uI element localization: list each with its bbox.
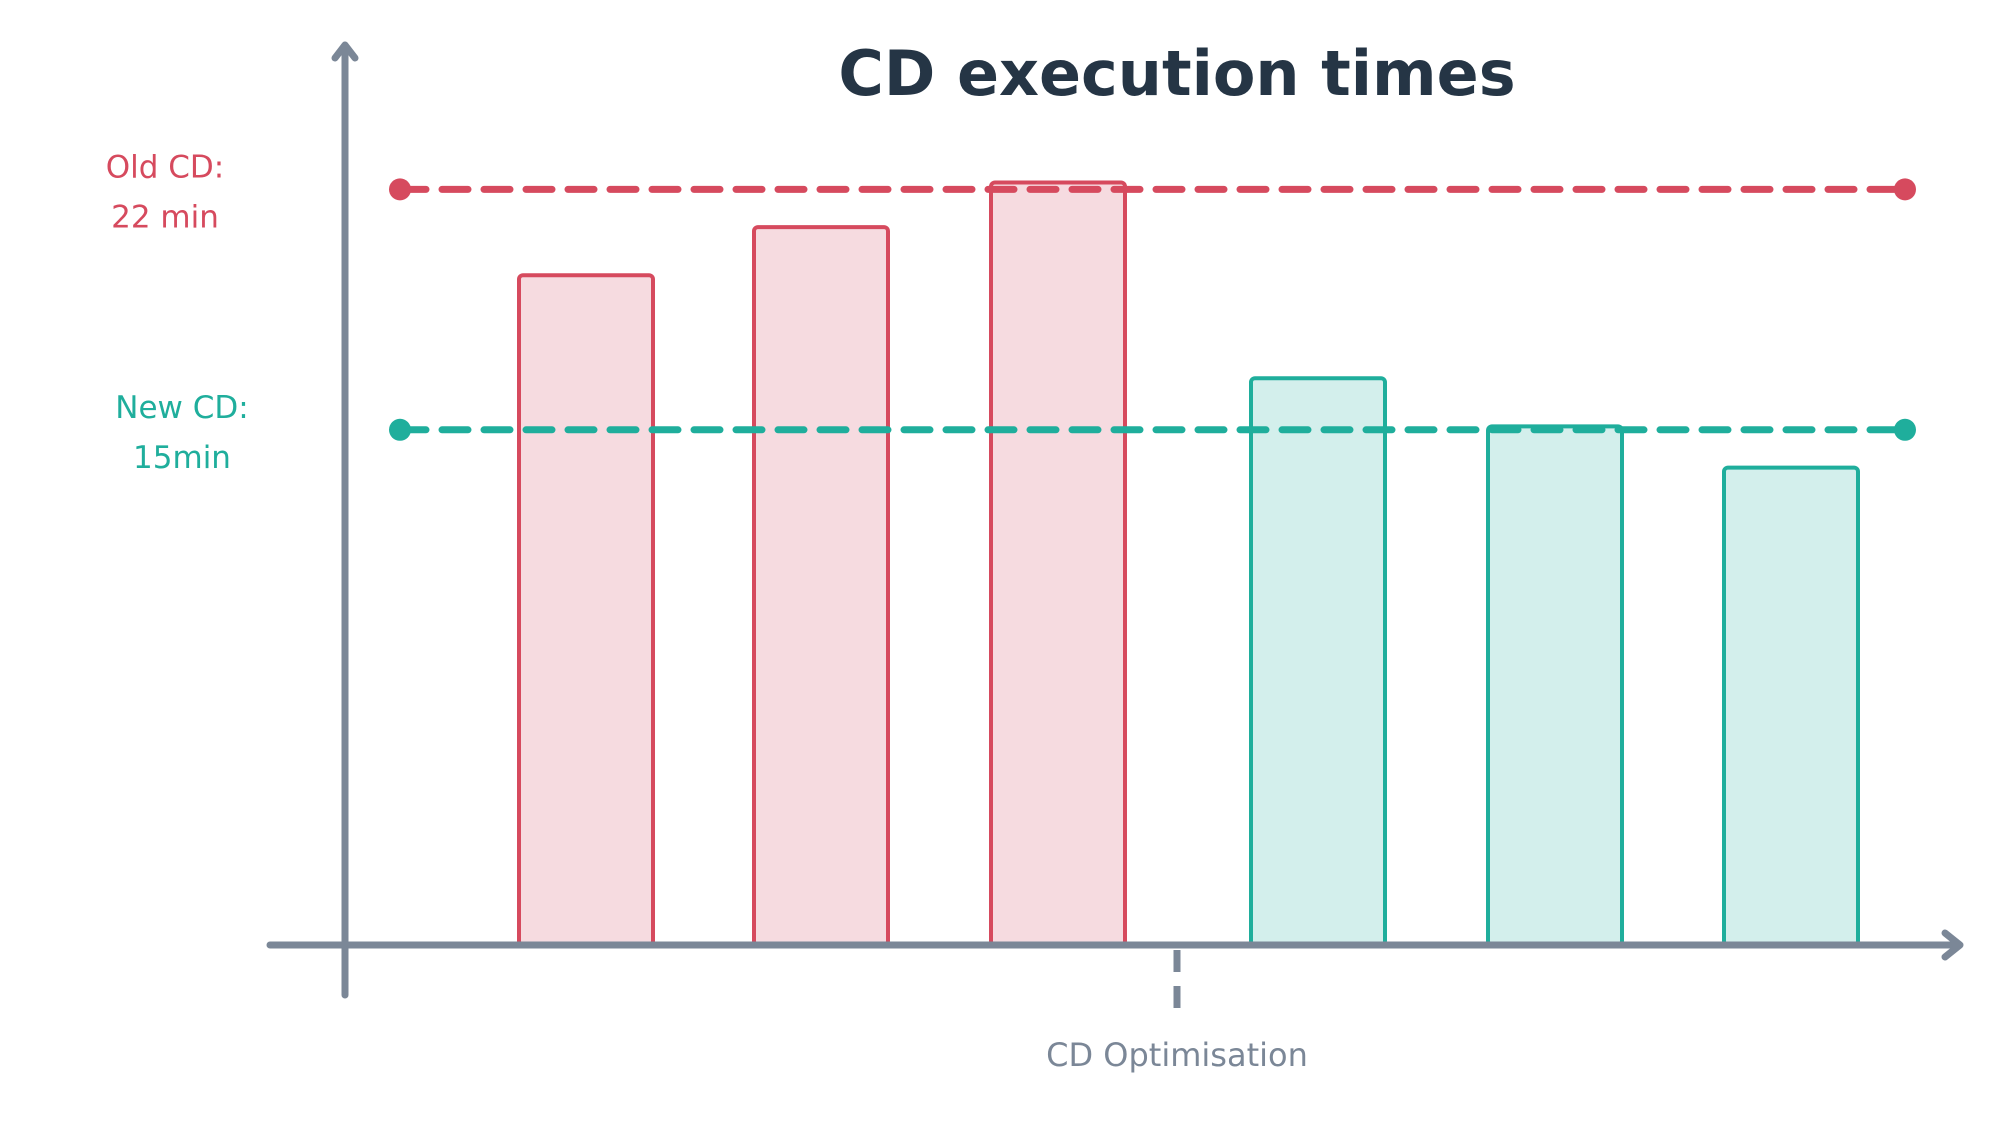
old-cd-reference-dot-start <box>389 178 411 201</box>
bar-6 <box>1722 465 1860 947</box>
new-cd-label-line2: 15min <box>133 440 231 476</box>
x-marker-layer: CD Optimisation <box>1046 950 1308 1074</box>
old-cd-reference-dot-end <box>1894 178 1916 201</box>
bar-3 <box>989 180 1127 947</box>
reference-lines-layer: Old CD: 22 min New CD: 15min <box>106 149 1916 476</box>
x-axis-arrow-icon <box>1941 929 1964 961</box>
old-cd-label-line1: Old CD: <box>106 149 225 185</box>
x-marker-label: CD Optimisation <box>1046 1036 1308 1074</box>
bar-1 <box>517 273 655 947</box>
chart-title: CD execution times <box>838 37 1515 110</box>
bar-5 <box>1486 424 1624 948</box>
bars-layer <box>517 180 1860 948</box>
y-axis-arrow-icon <box>331 41 359 62</box>
bar-4 <box>1249 376 1387 947</box>
axes-layer <box>266 41 1964 999</box>
old-cd-label-line2: 22 min <box>111 199 219 235</box>
new-cd-reference-dot-start <box>389 418 411 441</box>
new-cd-reference-dot-end <box>1894 418 1916 441</box>
new-cd-label-line1: New CD: <box>115 390 248 426</box>
bar-2 <box>752 225 890 947</box>
